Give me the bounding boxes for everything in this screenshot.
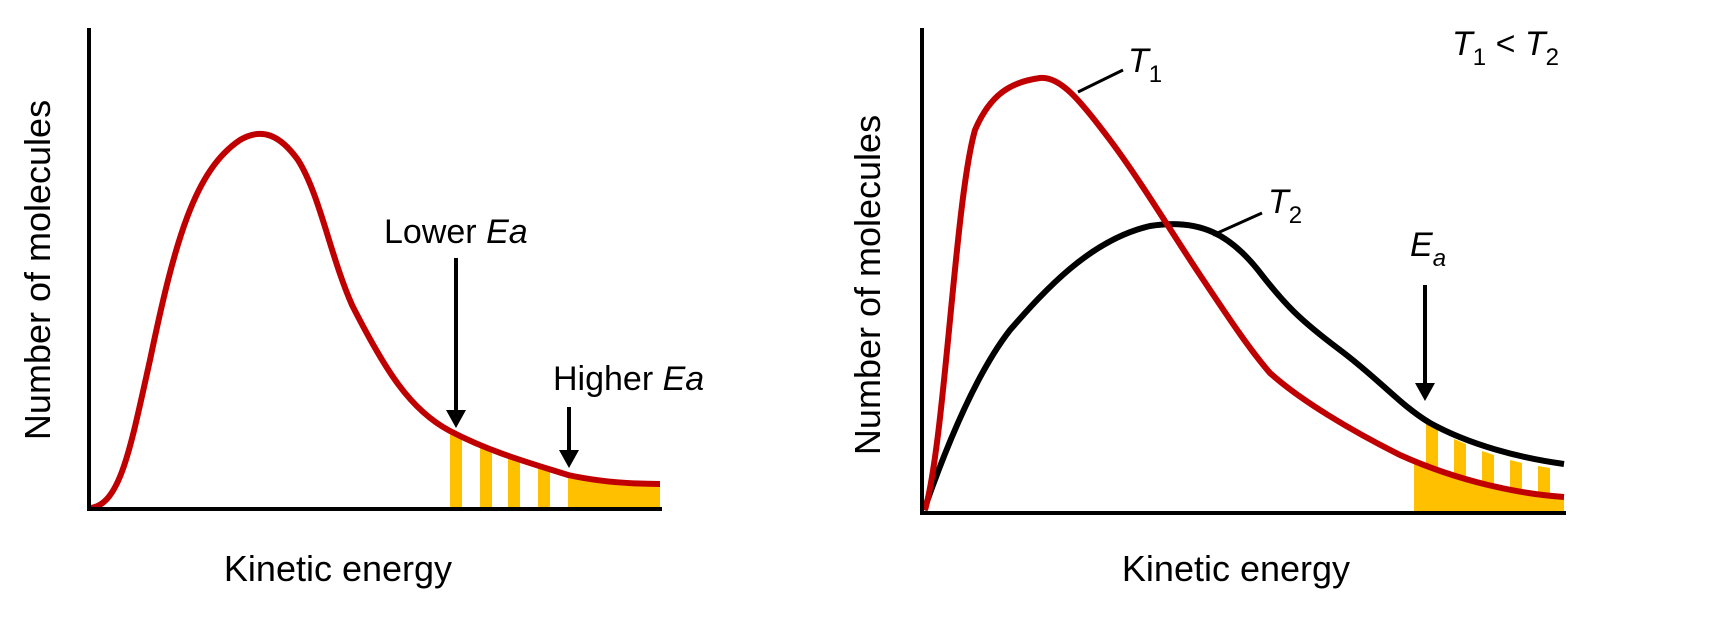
left-distribution-curve — [89, 130, 661, 511]
t2-label: T2 — [1268, 183, 1302, 229]
lower-ea-arrowhead — [446, 410, 466, 428]
activation-energy-arrowhead — [1415, 383, 1435, 401]
right-ea-striped-area — [1426, 424, 1550, 494]
t1-distribution-curve — [922, 74, 1565, 511]
t1-leader-line — [1077, 68, 1124, 94]
stripe — [508, 457, 520, 508]
stripe — [1454, 439, 1466, 480]
activation-energy-label: Ea — [1410, 226, 1446, 272]
stripe — [450, 434, 462, 508]
temperature-relation-label: T1 < T2 — [1452, 25, 1559, 71]
higher-ea-arrowhead — [559, 450, 579, 468]
higher-ea-label: Higher Ea — [553, 360, 704, 398]
stripe — [538, 466, 550, 508]
stripe — [1426, 424, 1438, 470]
right-panel: T1 T2 T1 < T2 Ea Kinetic energy Number o… — [847, 25, 1566, 589]
stripe — [480, 447, 492, 508]
left-y-axis-title: Number of molecules — [17, 100, 58, 440]
t2-leader-line — [1212, 211, 1263, 237]
left-panel: Lower Ea Higher Ea Kinetic energy Number… — [17, 28, 704, 589]
t1-label: T1 — [1128, 42, 1162, 88]
stripe — [1538, 466, 1550, 494]
left-lower-ea-striped-area — [450, 434, 550, 508]
lower-ea-label: Lower Ea — [384, 213, 528, 251]
t2-distribution-curve — [921, 221, 1565, 511]
stripe — [1482, 451, 1494, 487]
stripe — [1510, 460, 1522, 491]
right-y-axis-title: Number of molecules — [847, 115, 888, 455]
left-x-axis-title: Kinetic energy — [224, 548, 452, 589]
right-x-axis-title: Kinetic energy — [1122, 548, 1350, 589]
